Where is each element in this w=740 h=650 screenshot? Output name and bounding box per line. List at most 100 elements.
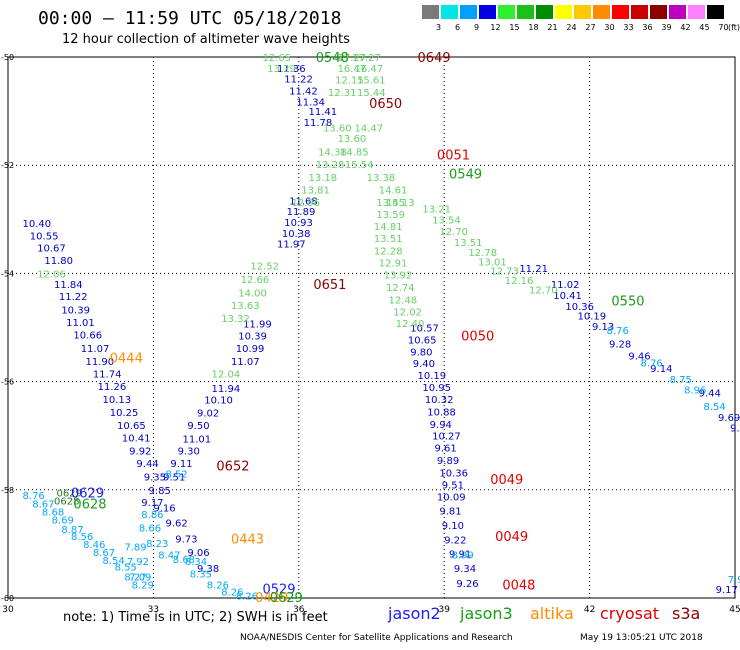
data-label-jason3: 14.47 [355,123,384,134]
data-label-jason2: 10.93 [284,218,313,229]
x-tick-label: 30 [2,605,14,615]
data-label-jason2: 11.42 [289,87,318,98]
data-label-altika: 8.56 [71,532,93,543]
data-label-altika: 8.34 [185,557,207,568]
legend-label: 33 [623,23,634,32]
data-label-jason2: 9.40 [413,359,435,370]
data-label-jason2: 9.94 [430,420,452,431]
pass-time-label: 0444 [110,351,143,366]
data-label-jason2: 10.25 [110,408,139,419]
legend-label: 42 [680,23,691,32]
pass-time-label: 0049 [495,530,528,545]
data-label-altika: 7.89 [124,543,146,554]
data-label-jason2: 11.97 [277,240,306,251]
data-label-jason2: 10.65 [408,335,437,346]
data-label-jason3: 12.31 [328,88,357,99]
data-label-jason3: 13.28 [316,160,345,171]
data-label-jason2: 9.44 [699,388,721,399]
pass-time-label: 0629 [71,487,104,502]
data-label-jason2: 9.85 [149,486,171,497]
satellite-name-s3a: s3a [672,604,701,623]
data-label-jason2: 9.44 [136,459,158,470]
generation-timestamp: May 19 13:05:21 UTC 2018 [580,633,703,643]
data-label-jason2: 9.26 [456,579,478,590]
data-label-jason2: 10.09 [437,492,466,503]
data-label-jason2: 10.55 [30,232,59,243]
legend-label: 18 [528,23,539,32]
data-label-jason2: 10.40 [23,219,52,230]
x-tick-label: 33 [148,605,159,615]
data-label-jason2: 11.36 [277,64,306,75]
data-label-jason2: 11.74 [93,369,122,380]
legend-label: 9 [473,23,480,32]
legend-swatch [498,5,515,19]
data-label-jason3: 12.65 [262,53,291,64]
y-tick-label: -56 [1,378,14,387]
data-label-jason3: 13.51 [454,238,483,249]
data-label-jason2: 11.68 [289,196,318,207]
pass-time-label: 0048 [502,578,535,593]
data-label-altika: 8.87 [61,525,83,536]
data-label-jason2: 10.13 [103,395,132,406]
x-tick-label: 45 [729,605,740,615]
data-label-jason2: 11.01 [66,318,95,329]
data-label-jason2: 10.99 [236,344,265,355]
data-label-altika: 7.09 [129,572,151,583]
data-label-jason2: 11.22 [284,75,313,86]
legend-label: 30 [604,23,615,32]
legend-label: 39 [661,23,672,32]
data-label-altika: 8.67 [93,548,115,559]
data-label-jason2: 10.39 [61,306,90,317]
data-label-jason2: 9.92 [129,446,151,457]
y-tick-label: -60 [1,594,14,603]
data-label-jason3: 14.00 [238,288,267,299]
satellite-name-jason2: jason2 [388,604,441,623]
x-tick-label: 42 [584,605,595,615]
data-label-jason2: 9.73 [175,534,197,545]
pass-time-label: 0651 [313,278,346,293]
data-label-altika: 8.47 [158,551,180,562]
y-tick-label: -54 [1,269,14,278]
data-label-jason3: 12.06 [37,269,66,280]
legend-swatch [669,5,686,19]
data-label-altika: 8.76 [607,326,629,337]
data-label-jason3: 13.38 [367,173,396,184]
data-label-jason3: 12.28 [374,247,403,258]
data-label-jason2: 10.88 [427,407,456,418]
legend-label: 21 [547,23,558,32]
data-label-jason3: 13.51 [374,234,403,245]
data-label-jason2: 11.21 [519,264,548,275]
data-label-jason3: 14.13 [386,198,415,209]
data-label-jason2: 9.38 [197,564,219,575]
legend-swatch [650,5,667,19]
pass-time-label: 0443 [231,532,264,547]
data-label-jason3: 15.61 [357,76,386,87]
data-label-jason2: 10.95 [422,383,451,394]
legend-swatch [707,5,724,19]
data-label-jason3: 12.66 [241,275,270,286]
pass-time-label: 0529 [262,582,295,597]
data-label-altika: 8.27 [124,572,146,583]
data-label-jason2: 11.01 [182,434,211,445]
pass-time-label: 0429 [255,591,288,606]
data-label-jason2: 9.16 [153,504,175,515]
data-label-jason2: 9.51 [163,472,185,483]
legend-swatch [517,5,534,19]
pass-time-label: 0549 [449,167,482,182]
data-label-jason2: 9.10 [442,521,464,532]
data-label-jason2: 11.90 [86,357,115,368]
data-label-jason3: 13.29 [267,64,296,75]
y-tick-label: -58 [1,486,14,495]
data-label-altika: 8.67 [32,499,54,510]
legend-swatch [460,5,477,19]
data-label-jason2: 11.34 [296,97,325,108]
data-label-jason2: 10.41 [553,291,582,302]
data-label-jason2: 11.26 [98,382,127,393]
y-tick-label: -52 [1,161,14,170]
legend-unit: (ft) [728,23,740,32]
x-tick-label: 39 [438,605,450,615]
data-label-jason2: 9.11 [170,459,192,470]
data-label-jason3: 13.60 [338,134,367,145]
data-label-jason3: 13.55 [376,198,405,209]
data-label-altika: 8.23 [146,539,168,550]
